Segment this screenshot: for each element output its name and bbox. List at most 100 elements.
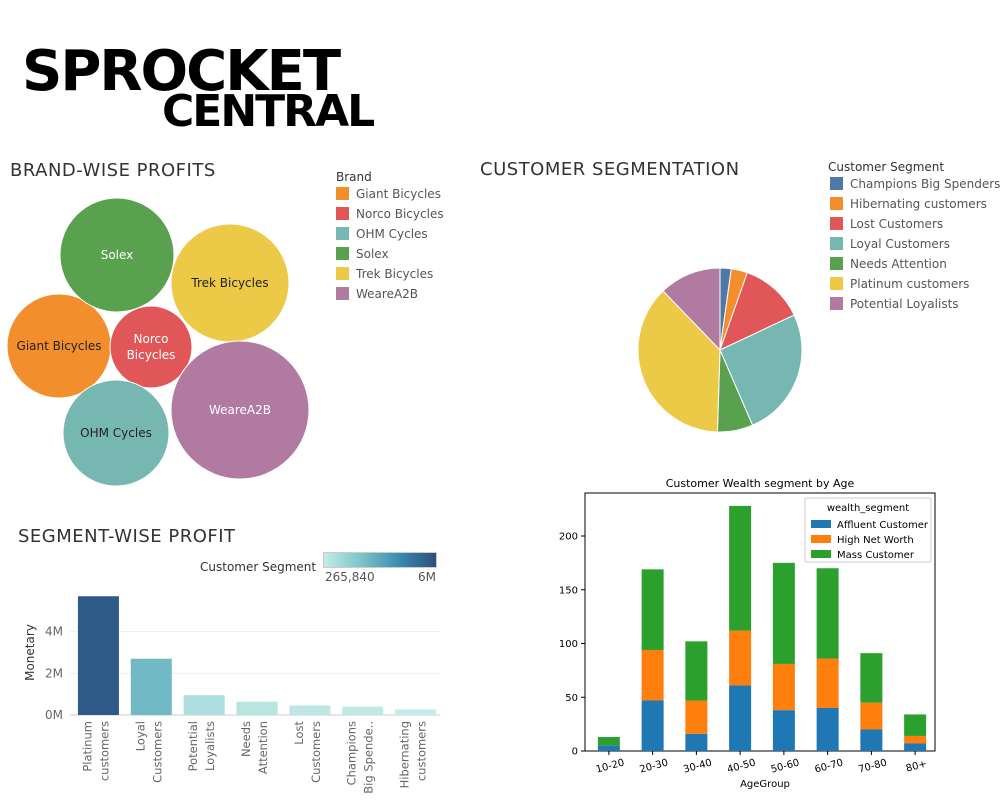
bar-high-net-worth-60-70 bbox=[816, 658, 839, 708]
bubble-label-wearea2b: WeareA2B bbox=[209, 403, 271, 417]
x-axis-label: AgeGroup bbox=[740, 779, 790, 790]
segment-legend-title: Customer Segment bbox=[828, 160, 945, 174]
y-tick-label: 0M bbox=[45, 708, 63, 722]
legend-swatch bbox=[830, 197, 843, 210]
bubble-wearea2b bbox=[170, 340, 310, 480]
legend-item-lost-customers[interactable]: Lost Customers bbox=[830, 217, 943, 233]
bar-high-net-worth-50-60 bbox=[772, 663, 795, 711]
x-tick-label: 40-50 bbox=[726, 758, 757, 776]
x-tick-label: Customers bbox=[309, 721, 323, 783]
legend-item-solex[interactable]: Solex bbox=[336, 247, 389, 263]
logo-line-2: CENTRAL bbox=[162, 86, 375, 137]
bar-mass-customer-10-20 bbox=[597, 737, 620, 746]
x-tick-label: 50-60 bbox=[770, 758, 801, 776]
bar-affluent-customer-20-30 bbox=[641, 700, 664, 751]
legend-label: Norco Bicycles bbox=[356, 207, 444, 221]
bar-affluent-customer-40-50 bbox=[729, 685, 752, 751]
bubble-label-norco-bicycles: Norco bbox=[134, 332, 169, 346]
legend-item-champions-big-spenders[interactable]: Champions Big Spenders bbox=[830, 177, 1000, 193]
legend-label: Trek Bicycles bbox=[356, 267, 434, 281]
bar-affluent-customer-80 bbox=[904, 743, 927, 751]
bar-affluent-customer-10-20 bbox=[597, 745, 620, 751]
legend-swatch bbox=[830, 277, 843, 290]
x-tick-label: Lost bbox=[292, 721, 306, 745]
gradient-legend-title: Customer Segment bbox=[200, 560, 317, 574]
x-tick-label: Platinum bbox=[80, 721, 94, 772]
bubble-ohm-cycles bbox=[62, 379, 170, 487]
legend-label: Giant Bicycles bbox=[356, 187, 441, 201]
legend-item-trek-bicycles[interactable]: Trek Bicycles bbox=[336, 267, 433, 283]
gradient-color-bar bbox=[323, 552, 437, 568]
legend-item-norco-bicycles[interactable]: Norco Bicycles bbox=[336, 207, 444, 223]
legend-item-hibernating-customers[interactable]: Hibernating customers bbox=[830, 197, 987, 213]
segmentation-pie-chart bbox=[637, 267, 803, 433]
bar-needs-attention bbox=[236, 701, 278, 715]
legend-label: Lost Customers bbox=[850, 217, 944, 231]
y-tick-label: 150 bbox=[559, 585, 578, 596]
legend-label: Needs Attention bbox=[850, 257, 947, 271]
legend-label: Loyal Customers bbox=[850, 237, 950, 251]
legend-item-giant-bicycles[interactable]: Giant Bicycles bbox=[336, 187, 441, 203]
x-tick-label: customers bbox=[415, 721, 429, 781]
y-tick-label: 0 bbox=[572, 747, 578, 758]
legend-item-wearea2b[interactable]: WeareA2B bbox=[336, 287, 418, 303]
x-tick-label: Loyalists bbox=[203, 721, 217, 771]
bar-high-net-worth-40-50 bbox=[729, 630, 752, 686]
legend-swatch bbox=[830, 237, 843, 250]
legend-item-ohm-cycles[interactable]: OHM Cycles bbox=[336, 227, 428, 243]
legend-label: Hibernating customers bbox=[850, 197, 987, 211]
legend-swatch bbox=[336, 267, 349, 280]
legend-item-potential-loyalists[interactable]: Potential Loyalists bbox=[830, 297, 959, 313]
x-tick-label: Big Spende.. bbox=[362, 721, 376, 794]
y-tick-label: 200 bbox=[559, 532, 578, 543]
legend-label: Solex bbox=[356, 247, 389, 261]
x-tick-label: Champions bbox=[345, 721, 359, 785]
x-tick-label: 80+ bbox=[905, 759, 928, 775]
legend-label: Champions Big Spenders bbox=[850, 177, 1000, 191]
legend-swatch bbox=[336, 227, 349, 240]
x-tick-label: Hibernating bbox=[398, 721, 412, 788]
x-tick-label: 70-80 bbox=[857, 758, 888, 776]
legend-swatch bbox=[830, 217, 843, 230]
legend-swatch-mass-customer bbox=[811, 550, 831, 558]
bar-affluent-customer-60-70 bbox=[816, 708, 839, 751]
bar-mass-customer-30-40 bbox=[685, 641, 708, 701]
sprocket-central-logo: SPROCKET CENTRAL bbox=[22, 38, 382, 138]
bar-mass-customer-80 bbox=[904, 714, 927, 736]
bar-mass-customer-40-50 bbox=[729, 505, 752, 631]
legend-label: OHM Cycles bbox=[356, 227, 428, 241]
bar-lost-customers bbox=[289, 705, 331, 715]
gradient-min-label: 265,840 bbox=[325, 570, 375, 584]
segmentation-title: CUSTOMER SEGMENTATION bbox=[480, 159, 740, 180]
legend-swatch bbox=[336, 187, 349, 200]
bubble-solex bbox=[59, 197, 175, 313]
legend-item-needs-attention[interactable]: Needs Attention bbox=[830, 257, 947, 273]
x-tick-label: Customers bbox=[150, 721, 164, 783]
bubble-norco-bicycles bbox=[109, 305, 193, 389]
bubble-label-solex: Solex bbox=[101, 248, 134, 262]
bar-high-net-worth-80 bbox=[904, 735, 927, 744]
bar-affluent-customer-30-40 bbox=[685, 733, 708, 751]
pie-slice-potential-loyalists bbox=[662, 267, 721, 352]
x-tick-label: 30-40 bbox=[682, 758, 713, 776]
x-tick-label: Attention bbox=[256, 721, 270, 774]
legend-label-high-net-worth: High Net Worth bbox=[837, 535, 914, 546]
x-tick-label: customers bbox=[97, 721, 111, 781]
x-tick-label: Potential bbox=[186, 721, 200, 771]
legend-item-platinum-customers[interactable]: Platinum customers bbox=[830, 277, 969, 293]
wealth-legend-title: wealth_segment bbox=[827, 503, 909, 514]
brand-profits-title: BRAND-WISE PROFITS bbox=[10, 160, 216, 181]
legend-swatch bbox=[336, 207, 349, 220]
pie-slice-lost-customers bbox=[719, 272, 795, 351]
legend-item-loyal-customers[interactable]: Loyal Customers bbox=[830, 237, 950, 253]
bar-affluent-customer-50-60 bbox=[772, 710, 795, 751]
wealth-legend-box bbox=[804, 497, 932, 563]
legend-label-affluent-customer: Affluent Customer bbox=[837, 520, 929, 531]
y-axis-label: Monetary bbox=[23, 624, 37, 681]
legend-swatch bbox=[830, 257, 843, 270]
wealth-chart-title: Customer Wealth segment by Age bbox=[666, 477, 855, 490]
legend-label: Potential Loyalists bbox=[850, 297, 959, 311]
bar-mass-customer-50-60 bbox=[772, 562, 795, 664]
bubble-label-giant-bicycles: Giant Bicycles bbox=[17, 339, 102, 353]
